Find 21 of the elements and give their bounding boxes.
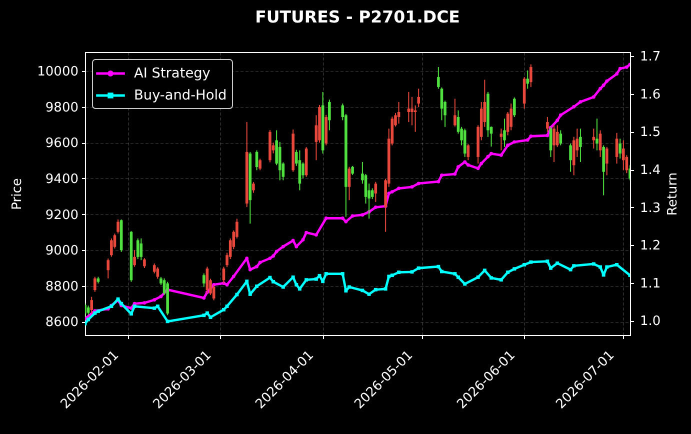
y-tick-label: 9000 <box>45 244 78 259</box>
y2-axis-title: Return <box>666 172 681 216</box>
y-tick-label: 9600 <box>45 136 78 152</box>
y-tick-label: 8600 <box>45 315 78 330</box>
y-tick-label: 9800 <box>45 100 78 116</box>
y2-tick-label: 1.7 <box>640 50 661 65</box>
y2-tick-label: 1.2 <box>640 238 661 254</box>
legend-label: Buy-and-Hold <box>134 88 227 104</box>
y-axis-title: Price <box>10 178 26 210</box>
y-tick-label: 9200 <box>45 208 78 223</box>
y-tick-label: 8800 <box>45 279 78 294</box>
chart-title: FUTURES - P2701.DCE <box>255 8 460 27</box>
y2-tick-label: 1.4 <box>640 163 661 178</box>
y-tick-label: 9400 <box>45 172 78 187</box>
y2-tick-label: 1.1 <box>640 276 661 292</box>
y2-tick-label: 1.0 <box>640 314 661 330</box>
y2-tick-label: 1.5 <box>640 125 661 140</box>
y-tick-label: 10000 <box>37 64 78 80</box>
legend-label: AI Strategy <box>134 66 210 82</box>
y2-tick-label: 1.3 <box>640 200 661 216</box>
y2-tick-label: 1.6 <box>640 87 661 102</box>
